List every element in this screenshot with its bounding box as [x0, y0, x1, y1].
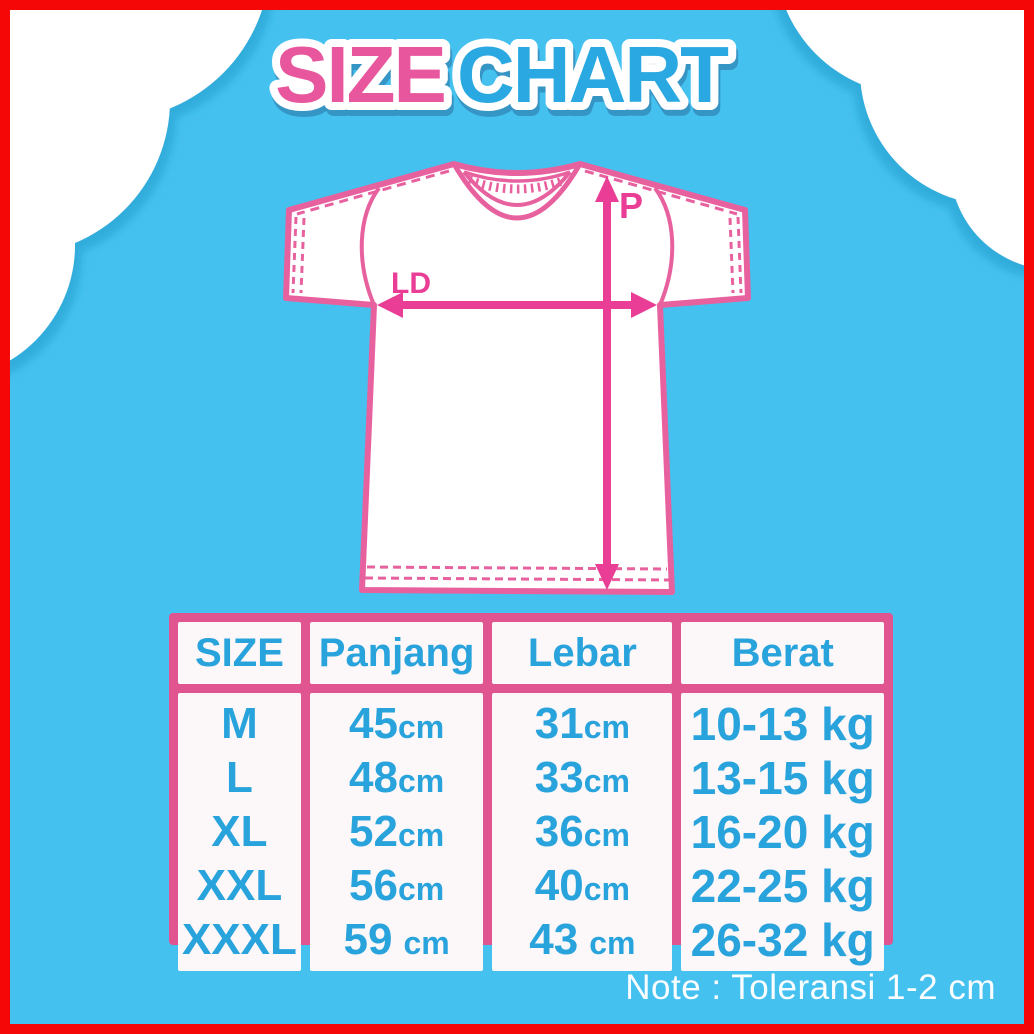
unit-label: cm [403, 925, 450, 961]
armhole-seam-right [653, 186, 675, 306]
cell-value: 26-32 kg [681, 913, 884, 967]
weight-value: 26-32 kg [690, 914, 875, 966]
cell-value: M [178, 699, 301, 749]
length-value: 48 [348, 753, 398, 802]
unit-label: cm [583, 871, 630, 907]
header-cell-lebar: Lebar [492, 622, 673, 684]
size-value: XXXL [181, 915, 297, 964]
header-label: Berat [731, 630, 834, 675]
tshirt-diagram: LD P [283, 161, 751, 595]
weight-value: 10-13 kg [690, 698, 875, 750]
width-arrow-label: LD [391, 267, 431, 300]
width-value: 31 [534, 699, 584, 748]
width-value: 40 [534, 861, 584, 910]
unit-label: cm [583, 763, 630, 799]
cell-value: XXL [178, 861, 301, 911]
width-value: 43 [529, 915, 579, 964]
cell-value: 59 cm [310, 915, 484, 965]
cuff-seam-right [728, 216, 743, 294]
cell-value: XL [178, 807, 301, 857]
cell-value: 36cm [492, 807, 672, 857]
cell-value: L [178, 753, 301, 803]
size-value: XL [211, 807, 268, 856]
unit-label: cm [397, 763, 445, 799]
shoulder-seam-right [584, 169, 738, 216]
cell-value: 22-25 kg [681, 859, 884, 913]
cell-value: 10-13 kg [681, 697, 884, 751]
tolerance-note: Note : Toleransi 1-2 cm [625, 968, 996, 1007]
column-berat: 10-13 kg 13-15 kg 16-20 kg 22-25 kg 26-3… [681, 693, 884, 971]
width-value: 36 [534, 807, 584, 856]
cloud-top-right-icon [786, 10, 1024, 266]
cell-value: XXXL [178, 915, 301, 965]
unit-label: cm [583, 709, 630, 745]
header-cell-berat: Berat [681, 622, 884, 684]
cell-value: 31cm [492, 699, 672, 749]
cell-value: 48cm [310, 753, 484, 803]
unit-label: cm [397, 817, 445, 853]
cell-value: 40cm [492, 861, 672, 911]
title-word-chart: CHART [457, 30, 729, 119]
shoulder-seam-left [296, 169, 450, 216]
length-arrow [595, 176, 619, 590]
header-label: Panjang [318, 630, 475, 675]
cell-value: 16-20 kg [681, 805, 884, 859]
width-arrow [377, 292, 657, 318]
header-label: SIZE [194, 630, 284, 675]
title-word-size: SIZE [275, 30, 445, 119]
unit-label: cm [589, 925, 636, 961]
length-value: 52 [348, 807, 398, 856]
cell-value: 43 cm [492, 915, 672, 965]
cell-value: 33cm [492, 753, 672, 803]
weight-value: 13-15 kg [690, 752, 875, 804]
width-value: 33 [534, 753, 584, 802]
size-value: XXL [196, 861, 283, 910]
page-title: SIZE CHART [267, 22, 739, 127]
header-label: Lebar [527, 630, 637, 675]
armhole-seam-left [359, 186, 381, 306]
collar-outer-arc [451, 162, 583, 221]
length-value: 59 [343, 915, 393, 964]
cell-value: 56cm [310, 861, 484, 911]
length-value: 45 [348, 699, 398, 748]
length-value: 56 [348, 861, 398, 910]
size-table: SIZE Panjang Lebar Berat M L XL XXL XXXL… [169, 613, 893, 971]
unit-label: cm [583, 817, 630, 853]
cell-value: 13-15 kg [681, 751, 884, 805]
cloud-top-left-icon [10, 10, 262, 361]
collar-back-edge [463, 170, 571, 183]
tshirt-outline [283, 161, 751, 595]
size-value: M [221, 699, 258, 748]
column-panjang: 45cm 48cm 52cm 56cm 59 cm [309, 693, 484, 971]
column-lebar: 31cm 33cm 36cm 40cm 43 cm [492, 693, 673, 971]
header-cell-size: SIZE [178, 622, 301, 684]
cell-value: 45cm [310, 699, 484, 749]
unit-label: cm [397, 871, 445, 907]
weight-value: 16-20 kg [690, 806, 875, 858]
cell-value: 52cm [310, 807, 484, 857]
hem-seam [364, 565, 670, 582]
length-arrow-label: P [619, 185, 643, 226]
weight-value: 22-25 kg [690, 860, 875, 912]
column-size: M L XL XXL XXXL [178, 693, 301, 971]
collar-rib-stitching [467, 175, 567, 194]
header-cell-panjang: Panjang [309, 622, 484, 684]
unit-label: cm [397, 709, 445, 745]
size-value: L [225, 753, 253, 802]
cuff-seam-left [291, 216, 306, 294]
